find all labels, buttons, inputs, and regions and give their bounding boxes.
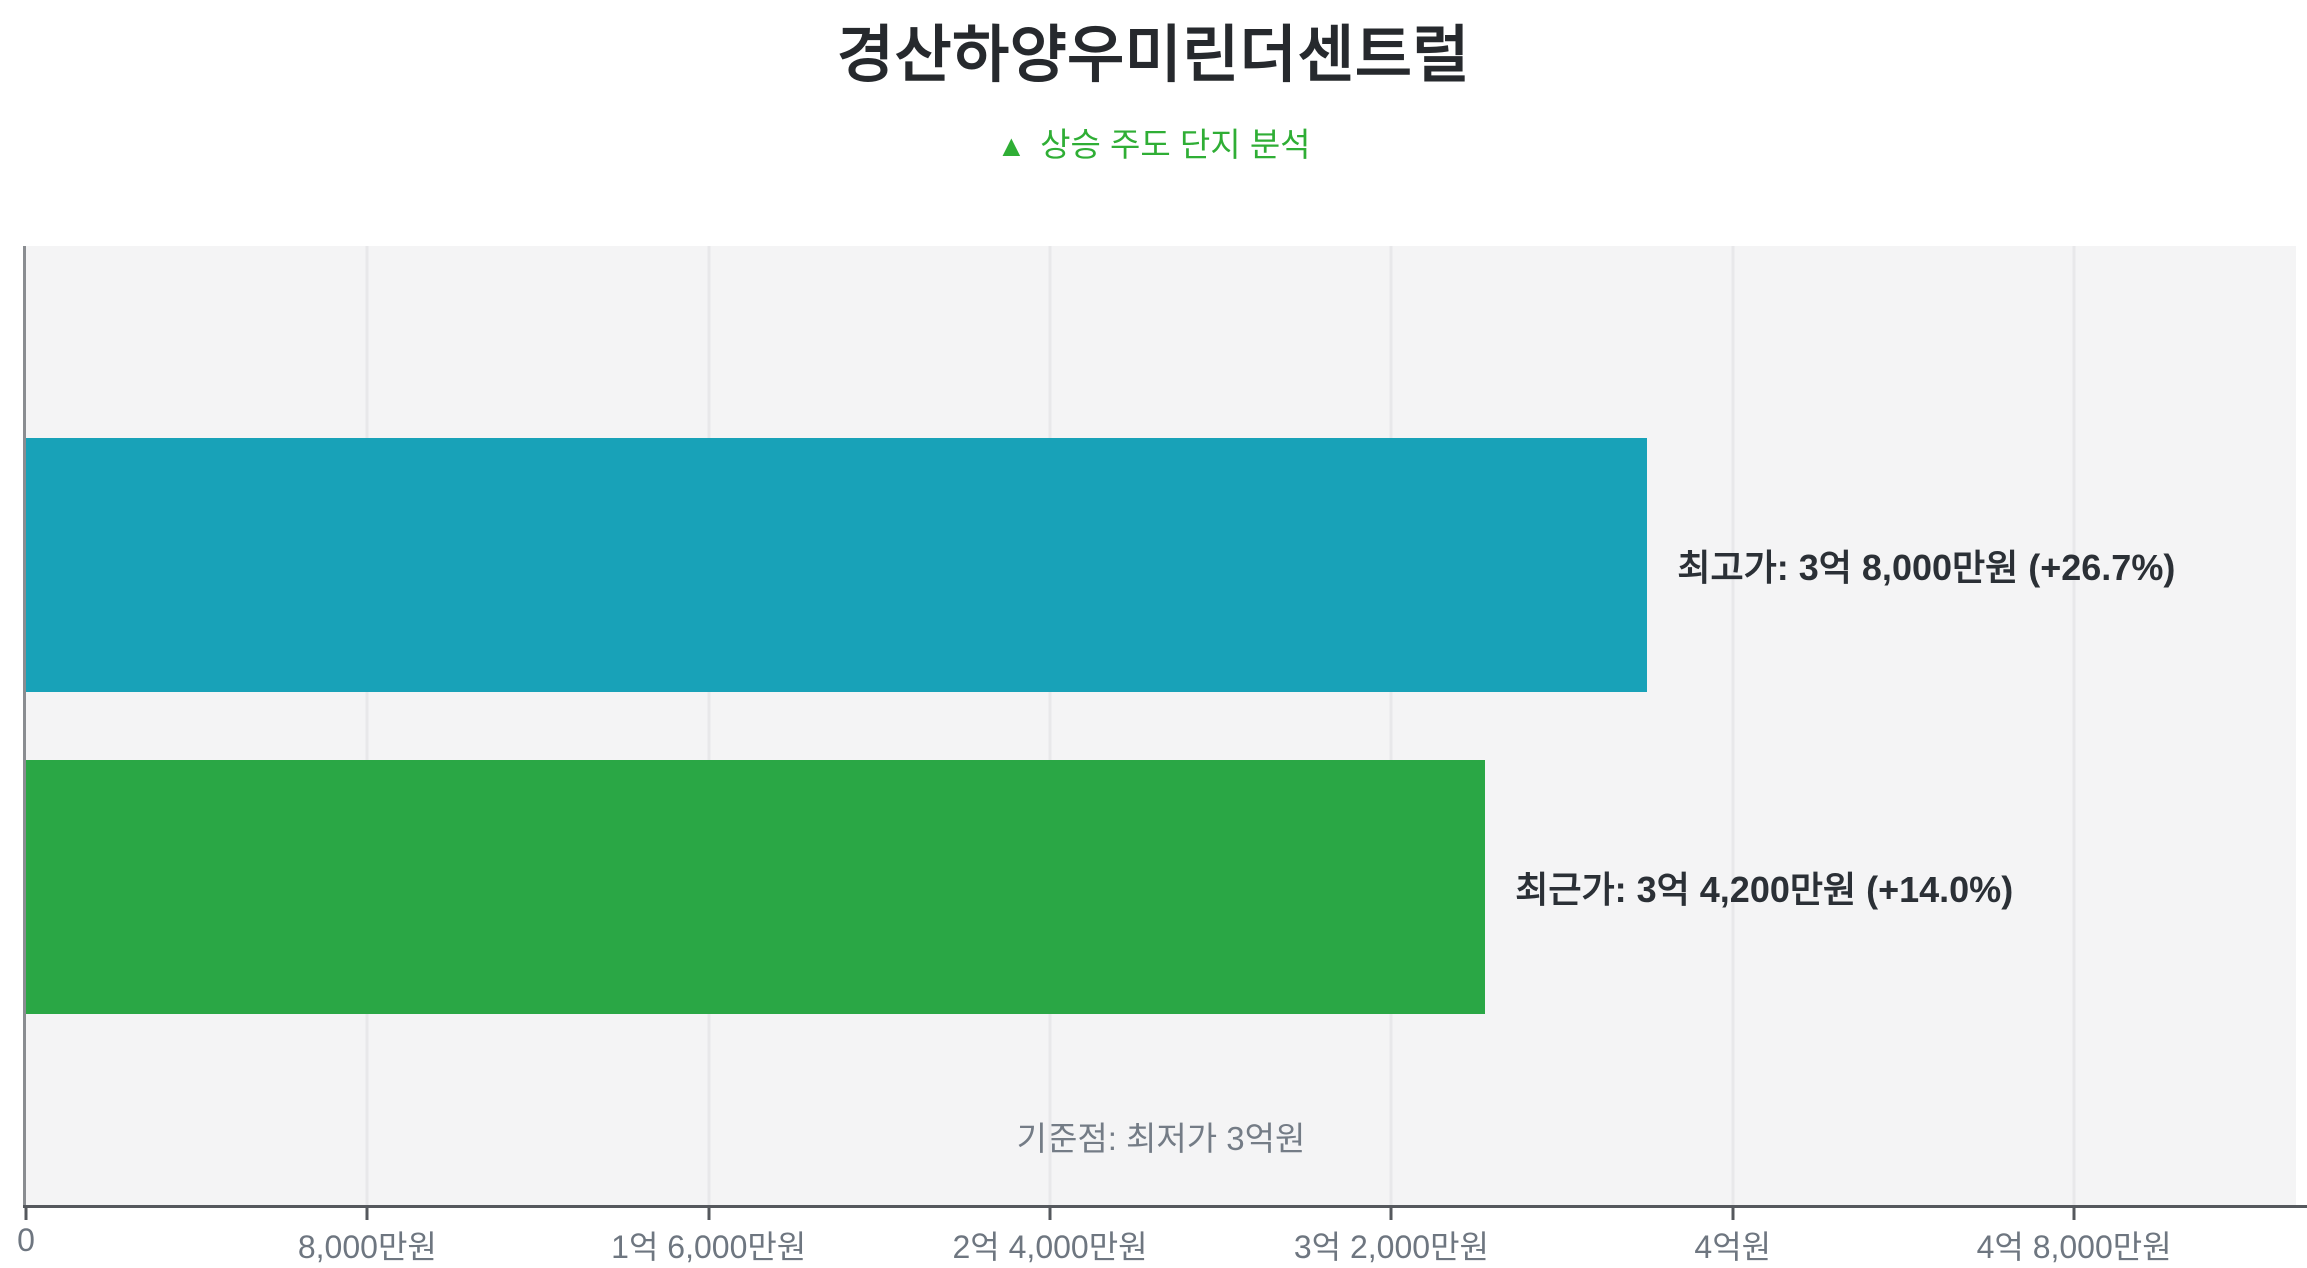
- up-triangle-icon: ▲: [996, 130, 1027, 163]
- gridline: [2072, 246, 2076, 1205]
- bar-value-label: 최근가: 3억 4,200만원 (+14.0%): [1515, 869, 2014, 911]
- gridline: [1389, 246, 1393, 1205]
- chart-title: 경산하양우미린더센트럴: [837, 21, 1470, 90]
- x-tick-label: 1억 6,000만원: [611, 1229, 807, 1265]
- x-tick-label: 4억 8,000만원: [1976, 1229, 2172, 1265]
- gridline: [365, 246, 369, 1205]
- x-tick-mark: [24, 1208, 28, 1220]
- x-axis: 0 8,000만원 1억 6,000만원 2억 4,000만원 3억 2,000만원 4억…: [17, 1208, 2296, 1268]
- gridline: [1731, 246, 1735, 1205]
- x-axis-line: [23, 1205, 2307, 1208]
- x-tick-label: 0: [17, 1222, 35, 1258]
- chart-subtitle: ▲ 상승 주도 단지 분석: [0, 118, 2307, 166]
- bar-최고가: [26, 437, 1648, 692]
- x-tick-mark: [1048, 1208, 1052, 1220]
- gridline: [1048, 246, 1052, 1205]
- x-tick-label: 8,000만원: [297, 1229, 437, 1265]
- x-tick-mark: [707, 1208, 711, 1220]
- bar-최근가: [26, 760, 1486, 1015]
- x-tick-label: 4억원: [1694, 1229, 1772, 1265]
- plot-area: 기준점: 최저가 3억원 최고가: 3억 8,000만원 (+26.7%) 최근가…: [23, 246, 2296, 1205]
- bar-value-label: 최고가: 3억 8,000만원 (+26.7%): [1677, 546, 2176, 588]
- x-tick-mark: [2072, 1208, 2076, 1220]
- baseline-annotation: 기준점: 최저가 3억원: [1016, 1119, 1306, 1157]
- x-tick-mark: [365, 1208, 369, 1220]
- x-tick-label: 3억 2,000만원: [1293, 1229, 1489, 1265]
- gridline: [707, 246, 711, 1205]
- x-tick-mark: [1731, 1208, 1735, 1220]
- subtitle-text: 상승 주도 단지 분석: [1040, 126, 1311, 163]
- x-tick-label: 2억 4,000만원: [952, 1229, 1148, 1265]
- x-tick-mark: [1389, 1208, 1393, 1220]
